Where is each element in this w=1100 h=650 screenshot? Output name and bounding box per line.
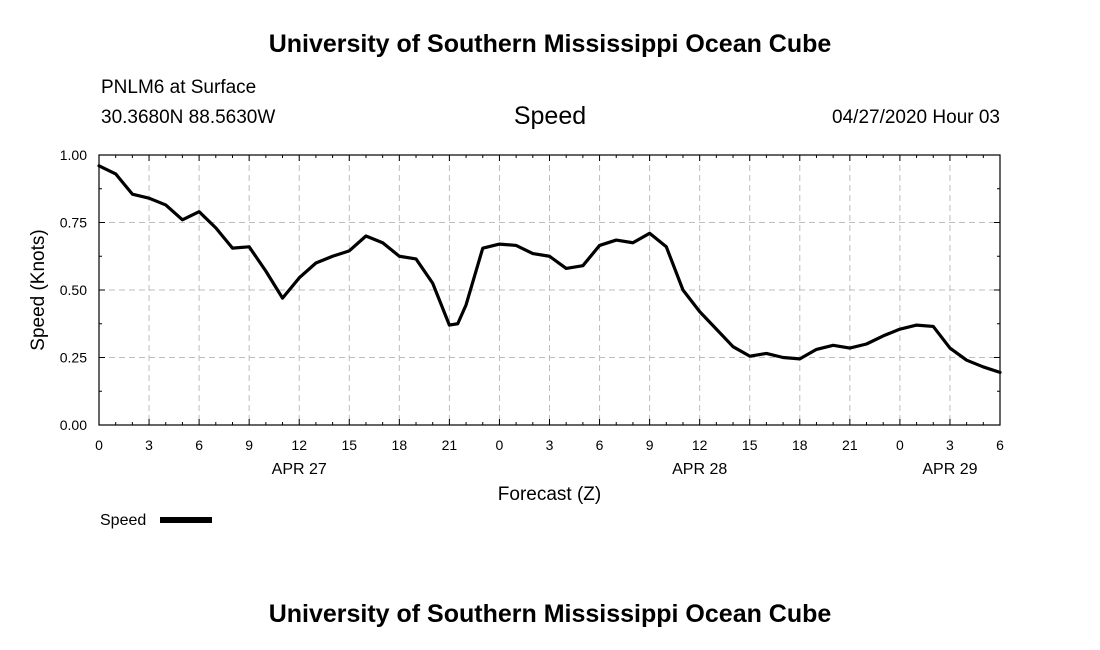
date-label: APR 28 [672, 461, 727, 478]
plot-frame [98, 154, 1001, 426]
series-line-speed [97, 164, 1002, 374]
y-tick-label: 0.75 [60, 215, 87, 231]
date-labels: APR 27 APR 28 APR 29 [272, 461, 978, 478]
x-tick-label: 15 [742, 437, 758, 453]
speed-chart: 0.00 0.25 0.50 0.75 1.00 0 3 6 9 12 15 18 21 0 3 6 9 12 1… [28, 147, 1004, 529]
x-tick-labels: 0 3 6 9 12 15 18 21 0 3 6 9 12 15 18 21 0 3 6 [95, 437, 1004, 453]
legend-swatch [160, 517, 212, 523]
y-tick-labels: 0.00 0.25 0.50 0.75 1.00 [60, 147, 87, 433]
x-tick-label: 12 [692, 437, 708, 453]
x-tick-label: 3 [546, 437, 554, 453]
y-tick-label: 0.50 [60, 282, 87, 298]
y-axis-label: Speed (Knots) [28, 229, 49, 350]
page-title-top: University of Southern Mississippi Ocean… [268, 30, 832, 58]
x-tick-label: 15 [341, 437, 357, 453]
x-tick-label: 18 [792, 437, 808, 453]
x-tick-label: 9 [646, 437, 654, 453]
x-tick-label: 0 [896, 437, 904, 453]
x-axis-label: Forecast (Z) [498, 484, 601, 505]
date-label: APR 29 [922, 461, 977, 478]
legend-label: Speed [100, 512, 146, 529]
x-tick-label: 3 [946, 437, 954, 453]
y-tick-label: 0.00 [60, 417, 87, 433]
coordinates-label: 30.3680N 88.5630W [101, 107, 276, 128]
x-tick-label: 3 [145, 437, 153, 453]
x-tick-label: 0 [496, 437, 504, 453]
x-tick-label: 12 [291, 437, 307, 453]
x-tick-label: 6 [996, 437, 1004, 453]
x-tick-label: 0 [95, 437, 103, 453]
y-tick-label: 1.00 [60, 147, 87, 163]
x-tick-label: 21 [842, 437, 858, 453]
x-tick-label: 21 [442, 437, 458, 453]
date-label: APR 27 [272, 461, 327, 478]
chart-title: Speed [513, 102, 587, 130]
x-tick-label: 9 [245, 437, 253, 453]
x-tick-label: 6 [195, 437, 203, 453]
grid-lines [99, 155, 1000, 425]
page-title-bottom: University of Southern Mississippi Ocean… [268, 600, 832, 628]
y-tick-label: 0.25 [60, 350, 87, 366]
x-tick-label: 6 [596, 437, 604, 453]
x-tick-label: 18 [392, 437, 408, 453]
station-label: PNLM6 at Surface [101, 77, 257, 98]
run-time-label: 04/27/2020 Hour 03 [832, 107, 1000, 128]
